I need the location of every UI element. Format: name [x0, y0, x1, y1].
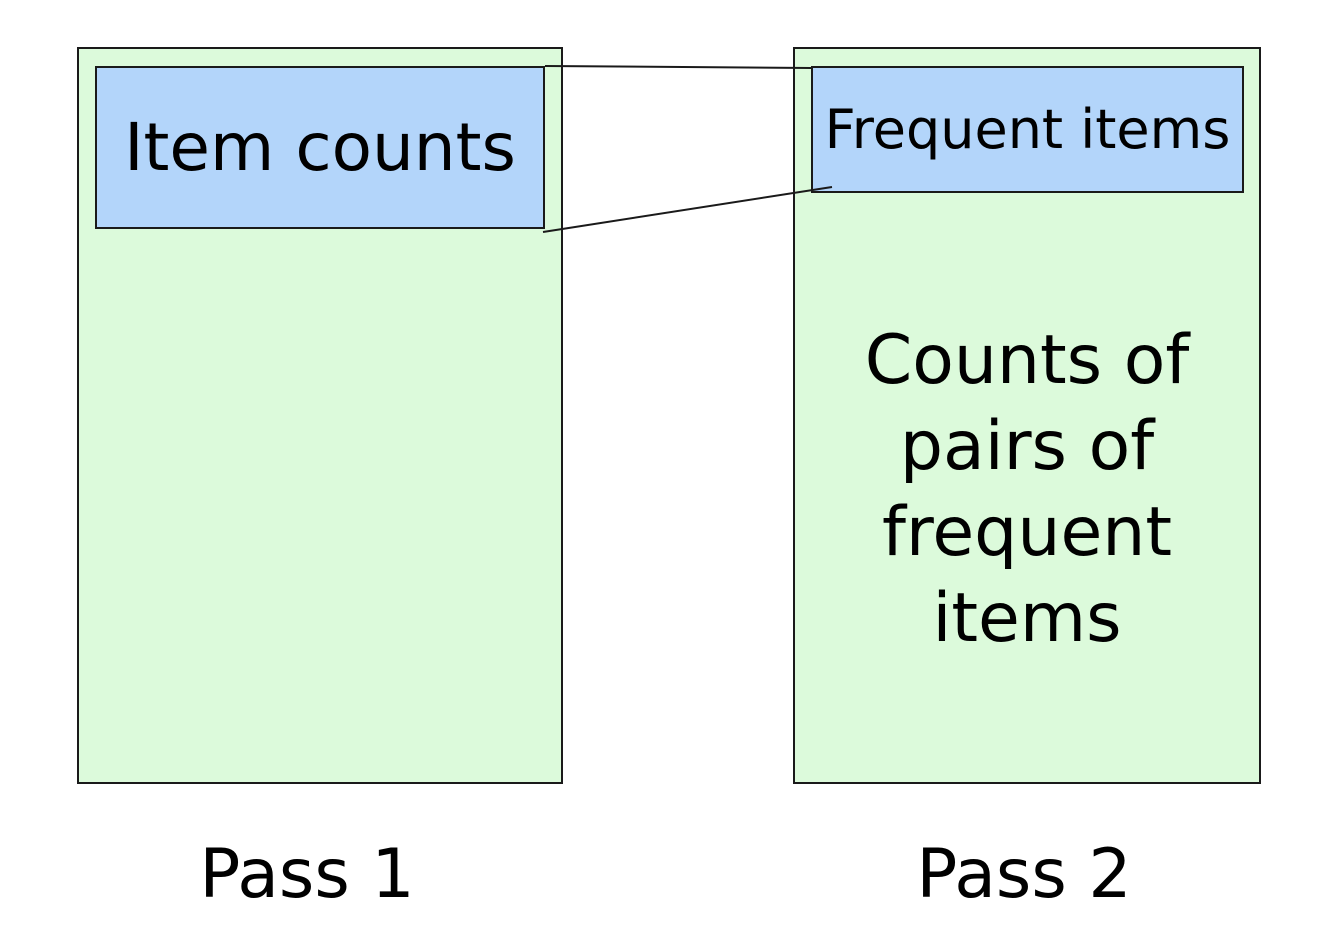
pair-counts-line: pairs of — [899, 407, 1155, 486]
bottom-connector-line — [542, 186, 833, 233]
top-connector-line — [544, 65, 812, 69]
pass2-caption: Pass 2 — [916, 835, 1132, 914]
item-counts-label: Item counts — [124, 109, 516, 186]
pair-counts-line: Counts of — [864, 321, 1190, 400]
pair-counts-line: frequent — [881, 493, 1173, 572]
pass1-caption: Pass 1 — [199, 835, 415, 914]
item-counts-box: Item counts — [95, 66, 545, 229]
frequent-items-box: Frequent items — [811, 66, 1244, 193]
pair-counts-text: Counts of pairs of frequent items — [793, 318, 1261, 662]
pair-counts-line: items — [932, 579, 1122, 658]
frequent-items-label: Frequent items — [824, 98, 1231, 161]
